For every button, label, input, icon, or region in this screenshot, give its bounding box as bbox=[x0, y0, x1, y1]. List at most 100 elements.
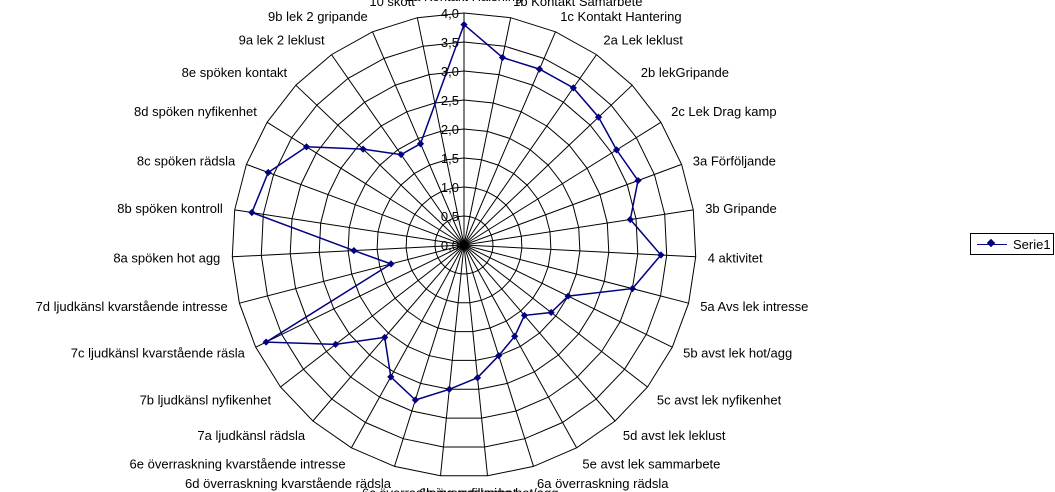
series-serie1 bbox=[248, 21, 665, 404]
category-label: 2c Lek Drag kamp bbox=[671, 104, 777, 119]
category-label: 1a Kontakt Hälsning bbox=[406, 0, 522, 4]
spoke-line bbox=[463, 244, 648, 388]
legend-label: Serie1 bbox=[1013, 237, 1051, 252]
data-point-marker bbox=[460, 21, 468, 29]
data-point-marker bbox=[350, 246, 358, 255]
category-labels: 1a Kontakt Hälsning1b Kontakt Samarbete1… bbox=[36, 0, 809, 492]
radial-tick-label: 0,5 bbox=[441, 209, 459, 224]
grid-ring bbox=[376, 157, 552, 333]
data-point-marker bbox=[381, 333, 389, 342]
category-label: 7b ljudkänsl nyfikenhet bbox=[140, 392, 272, 407]
data-point-marker bbox=[445, 385, 453, 393]
category-label: 8a spöken hot agg bbox=[113, 250, 220, 265]
diamond-marker-icon bbox=[986, 238, 996, 248]
category-label: 6c överraskning nyfikenhet bbox=[362, 486, 517, 492]
data-point-marker bbox=[387, 373, 395, 381]
data-point-marker bbox=[498, 53, 507, 62]
spoke-line bbox=[416, 17, 465, 246]
category-label: 1c Kontakt Hantering bbox=[560, 9, 681, 24]
spoke-line bbox=[440, 244, 465, 476]
category-label: 2b lekGripande bbox=[641, 65, 729, 80]
data-point-marker bbox=[511, 332, 519, 340]
spoke-line bbox=[280, 244, 465, 388]
category-label: 8e spöken kontakt bbox=[182, 65, 288, 80]
spoke-line bbox=[463, 244, 696, 258]
radar-grid bbox=[231, 12, 697, 477]
radial-tick-label: 3,0 bbox=[441, 64, 459, 79]
radar-spokes bbox=[232, 13, 696, 476]
radial-tick-label: 2,5 bbox=[441, 93, 459, 108]
spoke-line bbox=[463, 209, 694, 246]
data-point-marker bbox=[564, 292, 572, 300]
data-point-marker bbox=[569, 84, 577, 92]
data-point-marker bbox=[302, 143, 311, 151]
spoke-line bbox=[372, 31, 465, 246]
spoke-line bbox=[463, 121, 662, 246]
data-point-marker bbox=[520, 311, 529, 320]
category-label: 3a Förföljande bbox=[693, 153, 776, 168]
grid-ring bbox=[289, 70, 639, 419]
data-point-marker bbox=[262, 338, 270, 346]
spoke-line bbox=[350, 244, 465, 449]
category-label: 6d överraskning kvarstående rädsla bbox=[185, 476, 392, 491]
category-label: 5a Avs lek intresse bbox=[700, 299, 808, 314]
data-point-marker bbox=[612, 146, 621, 154]
category-label: 7c ljudkänsl kvarstående räsla bbox=[71, 346, 246, 361]
data-point-marker bbox=[634, 176, 642, 185]
grid-ring bbox=[405, 186, 523, 304]
category-label: 6a överraskning rädsla bbox=[537, 476, 669, 491]
category-label: 8d spöken nyfikenhet bbox=[134, 104, 257, 119]
data-point-marker bbox=[248, 208, 256, 217]
spoke-line bbox=[239, 244, 465, 304]
spoke-line bbox=[463, 31, 556, 246]
radial-tick-label: 1,5 bbox=[441, 151, 459, 166]
data-point-marker bbox=[387, 260, 395, 268]
data-point-marker bbox=[264, 168, 272, 177]
category-label: 7a ljudkänsl rädsla bbox=[197, 428, 305, 443]
spoke-line bbox=[234, 209, 465, 246]
spoke-line bbox=[463, 244, 616, 422]
spoke-line bbox=[463, 244, 578, 449]
category-label: 5e avst lek sammarbete bbox=[582, 456, 720, 471]
category-label: 4 aktivitet bbox=[708, 250, 763, 265]
grid-ring bbox=[260, 41, 668, 448]
grid-ring bbox=[434, 215, 494, 275]
category-label: 5d avst lek leklust bbox=[623, 428, 726, 443]
data-point-marker bbox=[359, 145, 367, 153]
category-label: 6b överraskning hot/agg bbox=[419, 486, 558, 492]
radial-tick-label: 3,5 bbox=[441, 35, 459, 50]
data-point-marker bbox=[473, 374, 482, 382]
spoke-line bbox=[463, 244, 689, 304]
spoke-line bbox=[463, 163, 682, 246]
category-label: 6e överraskning kvarstående intresse bbox=[130, 456, 346, 471]
radial-tick-label: 1,0 bbox=[441, 180, 459, 195]
spoke-line bbox=[394, 244, 465, 467]
category-label: 10 skott bbox=[369, 0, 415, 9]
category-label: 5b avst lek hot/agg bbox=[683, 346, 792, 361]
data-point-marker bbox=[626, 215, 634, 224]
spoke-line bbox=[246, 163, 465, 246]
data-point-marker bbox=[495, 352, 503, 360]
data-point-marker bbox=[416, 140, 425, 148]
grid-ring bbox=[347, 128, 581, 361]
category-label: 9a lek 2 leklust bbox=[239, 33, 325, 48]
category-label: 5c avst lek nyfikenhet bbox=[657, 392, 782, 407]
radial-tick-label: 4,0 bbox=[441, 6, 459, 21]
data-point-marker bbox=[331, 340, 340, 349]
spoke-line bbox=[295, 84, 465, 246]
data-point-marker bbox=[547, 308, 555, 317]
spoke-line bbox=[255, 244, 465, 348]
spoke-line bbox=[331, 54, 465, 246]
spoke-line bbox=[463, 244, 488, 476]
category-label: 8b spöken kontroll bbox=[117, 201, 223, 216]
data-point-marker bbox=[594, 113, 603, 121]
spoke-line bbox=[266, 121, 465, 246]
data-point-marker bbox=[411, 396, 419, 404]
category-label: 1b Kontakt Samarbete bbox=[513, 0, 642, 9]
category-label: 2a Lek leklust bbox=[603, 33, 683, 48]
category-label: 7d ljudkänsl kvarstående intresse bbox=[36, 299, 228, 314]
grid-ring bbox=[318, 99, 610, 390]
data-point-marker bbox=[628, 285, 637, 293]
data-point-marker bbox=[657, 251, 665, 259]
legend: Serie1 bbox=[970, 233, 1054, 255]
